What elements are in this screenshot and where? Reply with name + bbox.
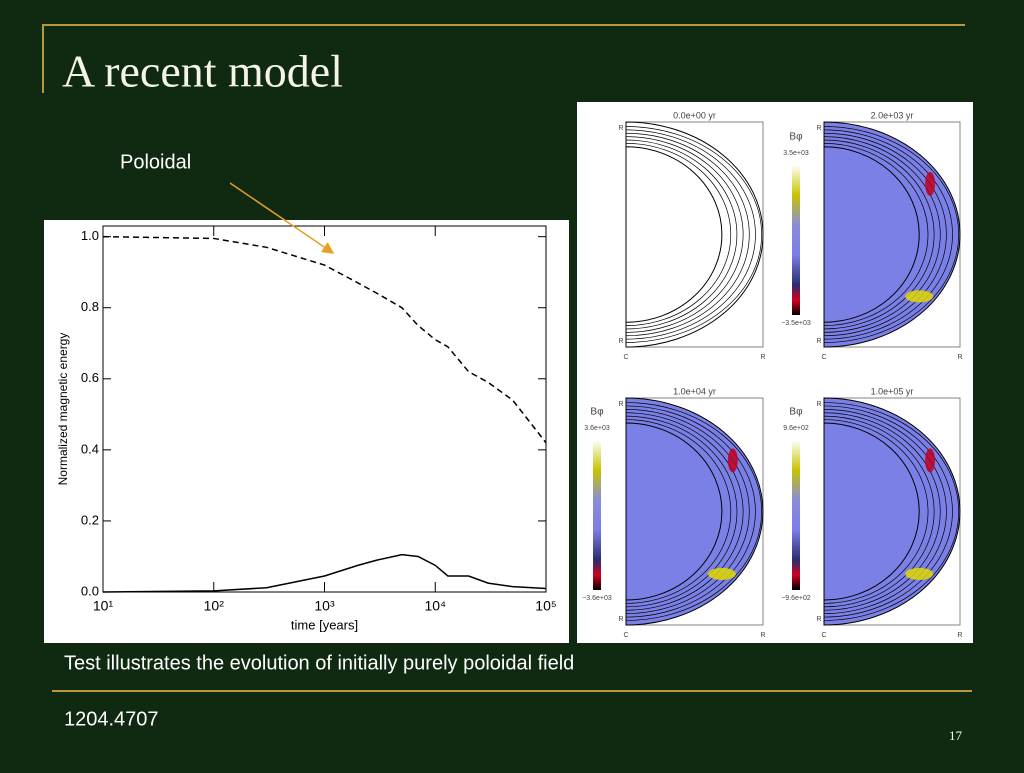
corner-label: R <box>957 354 962 361</box>
field-line <box>823 136 941 333</box>
corner-label: R <box>618 616 623 623</box>
colorbar-min: −3.6e+03 <box>582 595 612 602</box>
field-line <box>625 405 756 618</box>
corner-label: C <box>821 632 826 639</box>
x-tick-label: 10² <box>204 598 225 614</box>
corner-label: R <box>816 401 821 408</box>
colorbar-max: 3.5e+03 <box>783 150 809 157</box>
colorbar <box>792 165 800 315</box>
panel-title: 1.0e+04 yr <box>673 386 716 396</box>
corner-label: R <box>816 125 821 132</box>
panel-title: 1.0e+05 yr <box>871 386 914 396</box>
panel-core <box>625 422 723 601</box>
field-line <box>625 136 744 333</box>
x-tick-label: 10³ <box>314 598 335 614</box>
corner-label: C <box>623 632 628 639</box>
colorbar-min: −9.6e+02 <box>781 595 811 602</box>
corner-label: R <box>816 616 821 623</box>
field-line <box>625 132 750 337</box>
chart: 0.0 0.2 0.4 0.6 0.8 1.0 10¹ 10² 10³ 10⁴ 10⁵ time [y… <box>56 225 557 632</box>
colorbar <box>593 440 601 590</box>
field-line <box>625 412 744 611</box>
annotation: Poloidal <box>120 151 191 173</box>
toroidal-red <box>925 448 936 473</box>
field-line <box>823 129 953 340</box>
panel-core <box>823 146 920 323</box>
toroidal-red <box>925 171 936 196</box>
chart-background <box>44 220 569 643</box>
colorbar-max: 9.6e+02 <box>783 425 809 432</box>
field-line <box>625 126 762 343</box>
field-line <box>823 415 935 608</box>
field-line <box>823 409 947 614</box>
footer: 1204.4707 <box>64 708 159 730</box>
series-line <box>102 235 547 444</box>
y-tick-label: 0.2 <box>81 512 99 527</box>
colorbar-label: Bφ <box>789 407 803 418</box>
field-line <box>625 409 750 614</box>
panel-title: 0.0e+00 yr <box>673 110 716 120</box>
colorbar-label: Bφ <box>789 132 803 143</box>
panels: 0.0e+00 yr R R C R 2.0e+03 yr R R C R Bφ 3.5e+03 −3.… <box>582 110 962 638</box>
field-line <box>823 132 947 337</box>
toroidal-red <box>727 448 738 473</box>
colorbar-max: 3.6e+03 <box>584 425 610 432</box>
panel-core <box>823 422 920 601</box>
field-line <box>823 139 935 330</box>
field-line <box>625 139 738 330</box>
field-line <box>625 143 732 326</box>
x-tick-label: 10⁴ <box>424 598 446 614</box>
y-tick-label: 0.4 <box>81 441 99 456</box>
y-tick-label: 1.0 <box>81 228 99 243</box>
x-tick-label: 10¹ <box>93 598 114 614</box>
slide-title: A recent model <box>62 46 343 97</box>
panel-title: 2.0e+03 yr <box>871 110 914 120</box>
field-line <box>625 419 732 604</box>
toroidal-yellow <box>905 290 934 303</box>
colorbar-min: −3.5e+03 <box>781 320 811 327</box>
caption: Test illustrates the evolution of initia… <box>64 652 574 674</box>
y-tick-label: 0.8 <box>81 299 99 314</box>
field-line <box>823 402 959 621</box>
field-line <box>625 402 762 621</box>
corner-label: R <box>618 125 623 132</box>
colorbar <box>792 440 800 590</box>
field-line <box>823 412 941 611</box>
corner-label: R <box>957 632 962 639</box>
field-line <box>823 405 953 618</box>
field-line <box>625 415 738 608</box>
corner-label: C <box>623 354 628 361</box>
toroidal-yellow <box>905 567 934 580</box>
corner-label: R <box>816 338 821 345</box>
corner-label: R <box>760 354 765 361</box>
field-line <box>823 143 929 326</box>
corner-label: C <box>821 354 826 361</box>
corner-label: R <box>760 632 765 639</box>
page-number: 17 <box>949 728 963 743</box>
series-line <box>102 553 547 593</box>
y-tick-label: 0.6 <box>81 370 99 385</box>
toroidal-yellow <box>707 567 736 580</box>
colorbar-label: Bφ <box>590 407 604 418</box>
x-tick-label: 10⁵ <box>535 598 556 614</box>
field-line <box>823 126 959 343</box>
y-tick-label: 0.0 <box>81 583 99 598</box>
field-line <box>823 419 929 604</box>
field-line <box>625 129 756 340</box>
x-axis-label: time [years] <box>291 617 358 632</box>
y-axis-label: Normalized magnetic energy <box>56 333 70 486</box>
corner-label: R <box>618 338 623 345</box>
panel-core <box>625 146 723 323</box>
corner-label: R <box>618 401 623 408</box>
annotation-arrow <box>229 182 335 254</box>
